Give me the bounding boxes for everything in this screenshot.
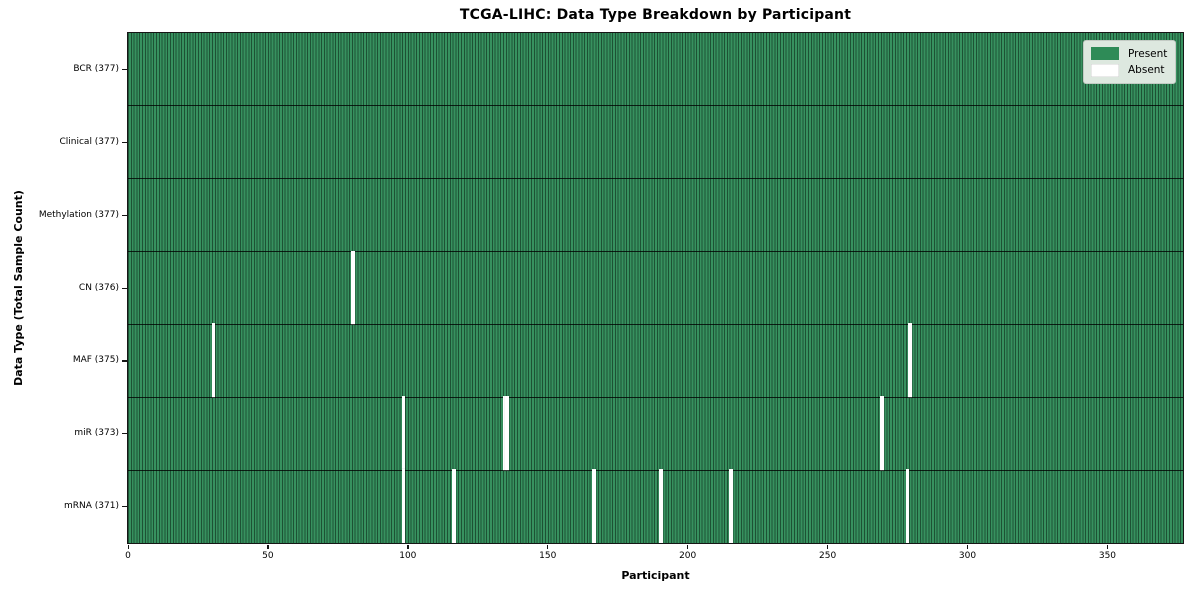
x-tick-label: 150: [539, 551, 557, 561]
x-tick-mark: [967, 545, 969, 549]
legend-label-present: Present: [1128, 47, 1168, 60]
x-tick-label: 250: [819, 551, 837, 561]
absent-bar: [880, 396, 884, 472]
y-tick-label: BCR (377): [73, 63, 119, 74]
x-tick-mark: [687, 545, 689, 549]
y-tick-mark: [122, 360, 127, 362]
x-tick-mark: [1106, 545, 1109, 549]
row-separator: [128, 251, 1183, 253]
absent-bar: [452, 469, 456, 543]
x-tick-mark: [127, 545, 129, 549]
x-axis-label: Participant: [621, 569, 690, 582]
x-tick-label: 0: [125, 551, 131, 561]
y-tick-label: MAF (375): [72, 355, 119, 366]
legend-item-present: Present: [1091, 47, 1168, 61]
absent-bar: [401, 469, 406, 543]
y-tick-mark: [122, 68, 127, 71]
x-tick-label: 50: [262, 551, 274, 561]
legend-item-absent: Absent: [1091, 63, 1168, 77]
x-tick-mark: [267, 545, 269, 549]
absent-bar: [351, 250, 356, 326]
chart-title: TCGA-LIHC: Data Type Breakdown by Partic…: [459, 7, 852, 23]
row-separator: [128, 469, 1183, 471]
legend-label-absent: Absent: [1128, 64, 1165, 77]
y-tick-label: CN (376): [78, 282, 119, 293]
absent-bar: [211, 323, 216, 399]
x-tick-label: 300: [958, 551, 977, 561]
absent-swatch-icon: [1091, 63, 1119, 77]
present-swatch-icon: [1091, 47, 1119, 61]
y-tick-mark: [122, 433, 127, 435]
absent-bar: [908, 323, 912, 399]
absent-bar: [905, 469, 910, 543]
absent-bar: [502, 396, 507, 472]
x-tick-label: 200: [679, 551, 697, 561]
x-tick-mark: [407, 545, 409, 549]
plot-area: [127, 32, 1184, 544]
y-tick-mark: [122, 141, 127, 143]
legend: Present Absent: [1083, 40, 1176, 84]
absent-bar: [505, 396, 509, 472]
x-tick-mark: [547, 545, 549, 549]
row-separator: [128, 323, 1183, 325]
x-tick-label: 100: [399, 551, 417, 561]
x-tick-mark: [827, 545, 829, 549]
y-tick-mark: [122, 214, 127, 216]
absent-bar: [401, 396, 406, 472]
y-tick-mark: [122, 287, 127, 289]
row-separator: [128, 396, 1183, 398]
absent-bar: [659, 469, 663, 543]
y-tick-label: miR (373): [74, 428, 119, 439]
y-tick-mark: [122, 506, 127, 508]
y-tick-label: Clinical (377): [59, 136, 119, 147]
row-separator: [128, 105, 1183, 107]
row-separator: [128, 178, 1183, 180]
absent-bar: [729, 469, 733, 543]
absent-bar: [592, 469, 596, 543]
y-tick-label: Methylation (377): [38, 209, 119, 220]
x-tick-label: 350: [1098, 551, 1117, 561]
y-tick-label: mRNA (371): [64, 501, 119, 512]
